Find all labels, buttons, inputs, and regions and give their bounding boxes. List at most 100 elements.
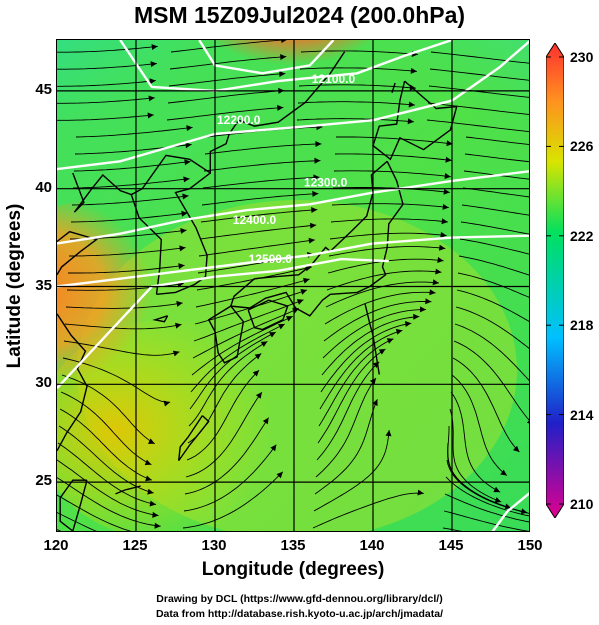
wind-arrowhead (442, 203, 449, 210)
streamline (202, 176, 320, 189)
wind-arrowhead (186, 125, 193, 132)
wind-streamlines (57, 40, 529, 531)
wind-arrowhead (184, 159, 191, 166)
streamline (453, 340, 529, 421)
wind-arrowhead (145, 475, 152, 482)
wind-arrowhead (432, 279, 439, 286)
wind-arrowhead (281, 40, 288, 43)
wind-arrowhead (149, 500, 156, 507)
wind-arrowhead (512, 445, 520, 452)
wind-arrowhead (163, 400, 171, 407)
streamline (57, 97, 155, 104)
streamline (461, 204, 529, 216)
streamline (59, 408, 152, 481)
y-tick-label: 45 (35, 80, 52, 98)
streamline (324, 291, 436, 325)
contour-label: 12100.0 (312, 72, 356, 86)
streamline (188, 341, 268, 427)
streamline (459, 238, 529, 255)
streamline (73, 161, 191, 172)
coastline-segment (59, 479, 88, 531)
wind-arrowhead (278, 323, 285, 330)
streamline (184, 417, 269, 495)
wind-arrowhead (443, 188, 450, 195)
streamline (297, 101, 415, 106)
wind-arrowhead (178, 263, 185, 270)
y-tick-label: 40 (35, 178, 52, 196)
wind-arrowhead (262, 417, 269, 425)
wind-arrowhead (277, 104, 284, 111)
colorbar-tick-label: 214 (570, 406, 594, 423)
streamline (57, 477, 161, 527)
streamline (317, 348, 386, 444)
wind-arrowhead (386, 338, 394, 344)
streamline (444, 493, 529, 523)
contour-line (491, 491, 529, 531)
streamline (183, 444, 277, 512)
x-tick-label: 125 (122, 537, 148, 554)
wind-arrowhead (147, 438, 155, 444)
streamline (170, 40, 288, 53)
streamline (450, 391, 501, 493)
wind-arrowhead (404, 321, 412, 328)
wind-arrowhead (147, 112, 154, 119)
wind-arrowhead (410, 67, 417, 74)
wind-arrowhead (444, 173, 451, 180)
colorbar-tick-label: 230 (570, 49, 594, 65)
y-tick-label: 25 (35, 472, 52, 490)
streamline (61, 374, 155, 445)
colorbar-tick-label: 210 (570, 496, 594, 512)
wind-arrowhead (147, 488, 154, 495)
wind-arrowhead (144, 459, 152, 466)
streamline (319, 329, 403, 410)
streamline (316, 361, 380, 461)
wind-arrowhead (181, 210, 188, 217)
coastline-segment (207, 305, 245, 364)
streamline (454, 323, 529, 381)
streamline (426, 119, 529, 133)
streamline (63, 340, 180, 356)
streamline (169, 56, 287, 70)
streamline (57, 45, 158, 53)
y-axis-label: Latitude (degrees) (4, 203, 25, 369)
streamline (68, 264, 185, 274)
wind-arrowhead (313, 174, 320, 181)
wind-arrowhead (152, 511, 159, 518)
coastline-segment (152, 315, 169, 323)
streamline (200, 209, 318, 223)
streamline (312, 492, 424, 529)
wind-arrowhead (438, 244, 446, 251)
wind-arrowhead (269, 332, 276, 338)
streamline (332, 187, 450, 193)
streamline (57, 494, 132, 531)
wind-arrowhead (446, 140, 453, 147)
wind-arrowhead (440, 231, 447, 238)
wind-arrowhead (417, 489, 424, 496)
wind-arrowhead (149, 78, 156, 85)
y-tick-label: 35 (35, 276, 52, 294)
streamline (190, 323, 285, 393)
streamline (457, 272, 529, 298)
streamline (70, 212, 188, 223)
credit-drawing: Drawing by DCL (https://www.gfd-dennou.o… (156, 593, 443, 605)
streamline (296, 118, 414, 123)
streamline (449, 408, 502, 503)
credit-data: Data from http://database.rish.kyoto-u.a… (155, 608, 444, 620)
wind-arrowhead (425, 298, 432, 305)
streamline (318, 338, 394, 427)
wind-arrowhead (252, 370, 260, 377)
map-plot-area: 12300.0 12400.0 12500.0 12200.0 12100.0 (56, 39, 530, 532)
wind-arrowhead (429, 289, 436, 296)
wind-arrowhead (526, 418, 529, 425)
lat-lon-grid (57, 40, 529, 531)
streamline (189, 331, 277, 410)
x-axis-label: Longitude (degrees) (201, 559, 385, 580)
colorbar (546, 43, 564, 518)
streamline (182, 471, 284, 529)
wind-arrowhead (176, 300, 183, 307)
wind-arrowhead (270, 444, 277, 452)
wind-arrowhead (303, 277, 310, 284)
contour-label: 12200.0 (217, 113, 261, 127)
streamline (185, 391, 263, 478)
x-tick-label: 135 (280, 537, 306, 554)
